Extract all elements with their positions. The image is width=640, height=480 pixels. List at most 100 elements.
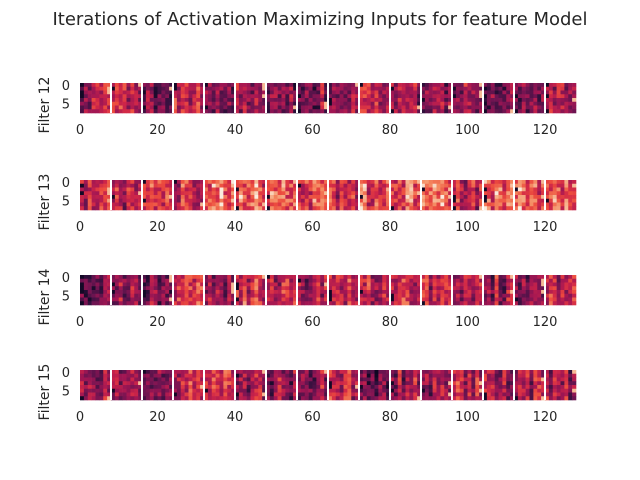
heatmap-cell: [424, 180, 430, 185]
heatmap-cell: [432, 381, 437, 386]
heatmap-cell: [281, 109, 286, 114]
heatmap-cell: [351, 388, 356, 393]
heatmap-cell: [312, 297, 317, 302]
heatmap-cell: [235, 377, 240, 382]
heatmap-cell: [537, 286, 542, 291]
heatmap-cell: [122, 195, 127, 200]
heatmap-cell: [176, 98, 182, 103]
heatmap-cell: [459, 187, 464, 192]
heatmap-cell: [95, 381, 100, 386]
heatmap-cell: [541, 373, 546, 378]
heatmap-cell: [87, 183, 92, 188]
heatmap-cell: [548, 83, 554, 88]
heatmap-cell: [448, 282, 453, 287]
heatmap-cell: [231, 301, 236, 306]
heatmap-cell: [498, 286, 503, 291]
heatmap-cell: [91, 396, 96, 401]
heatmap-cell: [545, 385, 550, 390]
heatmap-cell: [572, 377, 577, 382]
heatmap-cell: [215, 202, 220, 207]
heatmap-cell: [545, 392, 550, 397]
heatmap-cell: [211, 109, 216, 114]
heatmap-cell: [188, 83, 193, 88]
heatmap-cell: [494, 183, 499, 188]
heatmap-cell: [235, 286, 240, 291]
heatmap-cell: [157, 109, 162, 114]
heatmap-cell: [246, 98, 251, 103]
heatmap-cell: [134, 191, 139, 196]
heatmap-cell: [165, 293, 170, 298]
heatmap-cell: [397, 377, 402, 382]
heatmap-cell: [266, 83, 271, 88]
heatmap-cell: [161, 301, 166, 306]
heatmap-cell: [173, 275, 178, 280]
heatmap-cell: [235, 109, 240, 114]
heatmap-cell: [169, 396, 174, 401]
heatmap-cell: [188, 275, 193, 280]
heatmap-cell: [176, 83, 182, 88]
heatmap-cell: [126, 198, 131, 203]
heatmap-cell: [215, 83, 220, 88]
heatmap-cell: [188, 286, 193, 291]
tile-separator: [265, 83, 267, 113]
heatmap-cell: [343, 392, 348, 397]
heatmap-cell: [331, 195, 337, 200]
heatmap-cell: [366, 191, 371, 196]
heatmap-cell: [250, 180, 255, 185]
heatmap-cell: [285, 109, 290, 114]
heatmap-cell: [548, 293, 554, 298]
heatmap-cell: [502, 187, 507, 192]
heatmap-cell: [285, 90, 290, 95]
heatmap-cell: [157, 381, 162, 386]
heatmap-cell: [149, 109, 154, 114]
heatmap-cell: [238, 278, 244, 283]
heatmap-cell: [80, 275, 85, 280]
heatmap-cell: [130, 286, 135, 291]
heatmap-cell: [424, 282, 430, 287]
heatmap-cell: [378, 377, 383, 382]
tile-separator: [203, 83, 205, 113]
heatmap-cell: [405, 290, 410, 295]
heatmap-cell: [382, 290, 387, 295]
heatmap-cell: [312, 377, 317, 382]
heatmap-cell: [142, 373, 147, 378]
heatmap-cell: [118, 370, 123, 375]
heatmap-cell: [266, 396, 271, 401]
heatmap-cell: [529, 206, 534, 211]
heatmap-cell: [552, 195, 557, 200]
heatmap-cell: [440, 396, 445, 401]
heatmap-cell: [393, 206, 399, 211]
heatmap-cell: [293, 370, 298, 375]
heatmap-cell: [87, 282, 92, 287]
heatmap-cell: [343, 377, 348, 382]
heatmap-cell: [254, 198, 259, 203]
heatmap-cell: [207, 385, 213, 390]
heatmap-cell: [235, 373, 240, 378]
heatmap-cell: [304, 86, 309, 91]
heatmap-cell: [390, 373, 395, 378]
heatmap-cell: [448, 297, 453, 302]
heatmap-cell: [91, 206, 96, 211]
heatmap-cell: [192, 373, 197, 378]
heatmap-cell: [180, 195, 185, 200]
heatmap-cell: [242, 180, 247, 185]
heatmap-cell: [312, 275, 317, 280]
heatmap-cell: [409, 202, 414, 207]
heatmap-cell: [541, 83, 546, 88]
heatmap-cell: [393, 109, 399, 114]
heatmap-cell: [266, 275, 271, 280]
heatmap-cell: [126, 388, 131, 393]
heatmap-cell: [448, 187, 453, 192]
heatmap-cell: [506, 195, 511, 200]
heatmap-cell: [556, 396, 561, 401]
heatmap-cell: [548, 275, 554, 280]
heatmap-cell: [184, 278, 189, 283]
heatmap-cell: [149, 286, 154, 291]
heatmap-cell: [351, 206, 356, 211]
heatmap-cell: [308, 396, 313, 401]
heatmap-cell: [366, 282, 371, 287]
x-tick-label: 40: [227, 410, 244, 425]
heatmap-cell: [479, 90, 484, 95]
heatmap-cell: [258, 396, 263, 401]
heatmap-cell: [564, 183, 569, 188]
